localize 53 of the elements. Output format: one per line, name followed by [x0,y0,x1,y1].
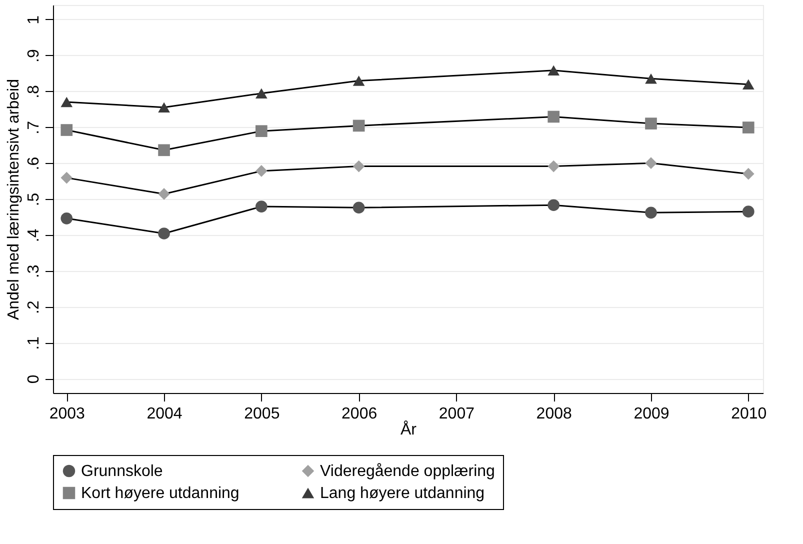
point [548,199,560,212]
point [548,160,560,172]
x-tick-label: 2005 [244,406,280,422]
y-tick-label: .4 [26,228,42,242]
legend-label: Kort høyere utdanning [81,485,240,502]
point [256,165,268,177]
point [158,144,170,156]
point [742,122,754,134]
y-tick-label: .9 [26,49,42,62]
x-tick-label: 2003 [49,406,86,422]
point [352,202,365,214]
y-tick-label: .5 [26,192,42,206]
point [158,188,170,200]
y-tick-label: 1 [26,15,42,24]
y-tick-label: .8 [26,84,42,98]
y-tick-label: .6 [26,156,42,170]
point [60,212,73,224]
point [158,228,170,240]
point [60,172,73,184]
x-axis-title: År [400,420,418,438]
x-tick-label: 2010 [731,406,767,422]
point [742,206,754,218]
point [158,102,170,113]
y-axis-title: Andel med læringsintensivt arbeid [6,78,22,320]
point [645,157,657,169]
point [256,88,268,98]
x-tick-label: 2006 [342,406,378,422]
point [352,160,365,172]
x-tick-label: 2008 [536,406,572,422]
point [256,125,268,138]
y-tick-label: 0 [26,374,42,384]
point [352,120,365,132]
point [352,76,365,86]
point [256,200,268,212]
point [548,65,560,76]
point [60,124,73,136]
y-tick-label: .3 [26,264,42,278]
point [60,96,73,108]
point [645,74,657,84]
y-tick-label: .1 [26,336,42,350]
point [742,168,754,180]
point [548,110,560,123]
point [645,118,657,130]
x-tick-label: 2007 [438,406,475,422]
legend-label: Lang høyere utdanning [320,485,485,502]
legend-label: Videregående opplæring [320,463,495,480]
x-tick-label: 2004 [146,406,182,422]
y-tick-label: .7 [26,120,42,134]
y-tick-label: .2 [26,300,42,314]
point [645,206,657,219]
point [742,79,754,90]
legend-label: Grunnskole [81,463,163,480]
x-tick-label: 2009 [634,406,670,422]
